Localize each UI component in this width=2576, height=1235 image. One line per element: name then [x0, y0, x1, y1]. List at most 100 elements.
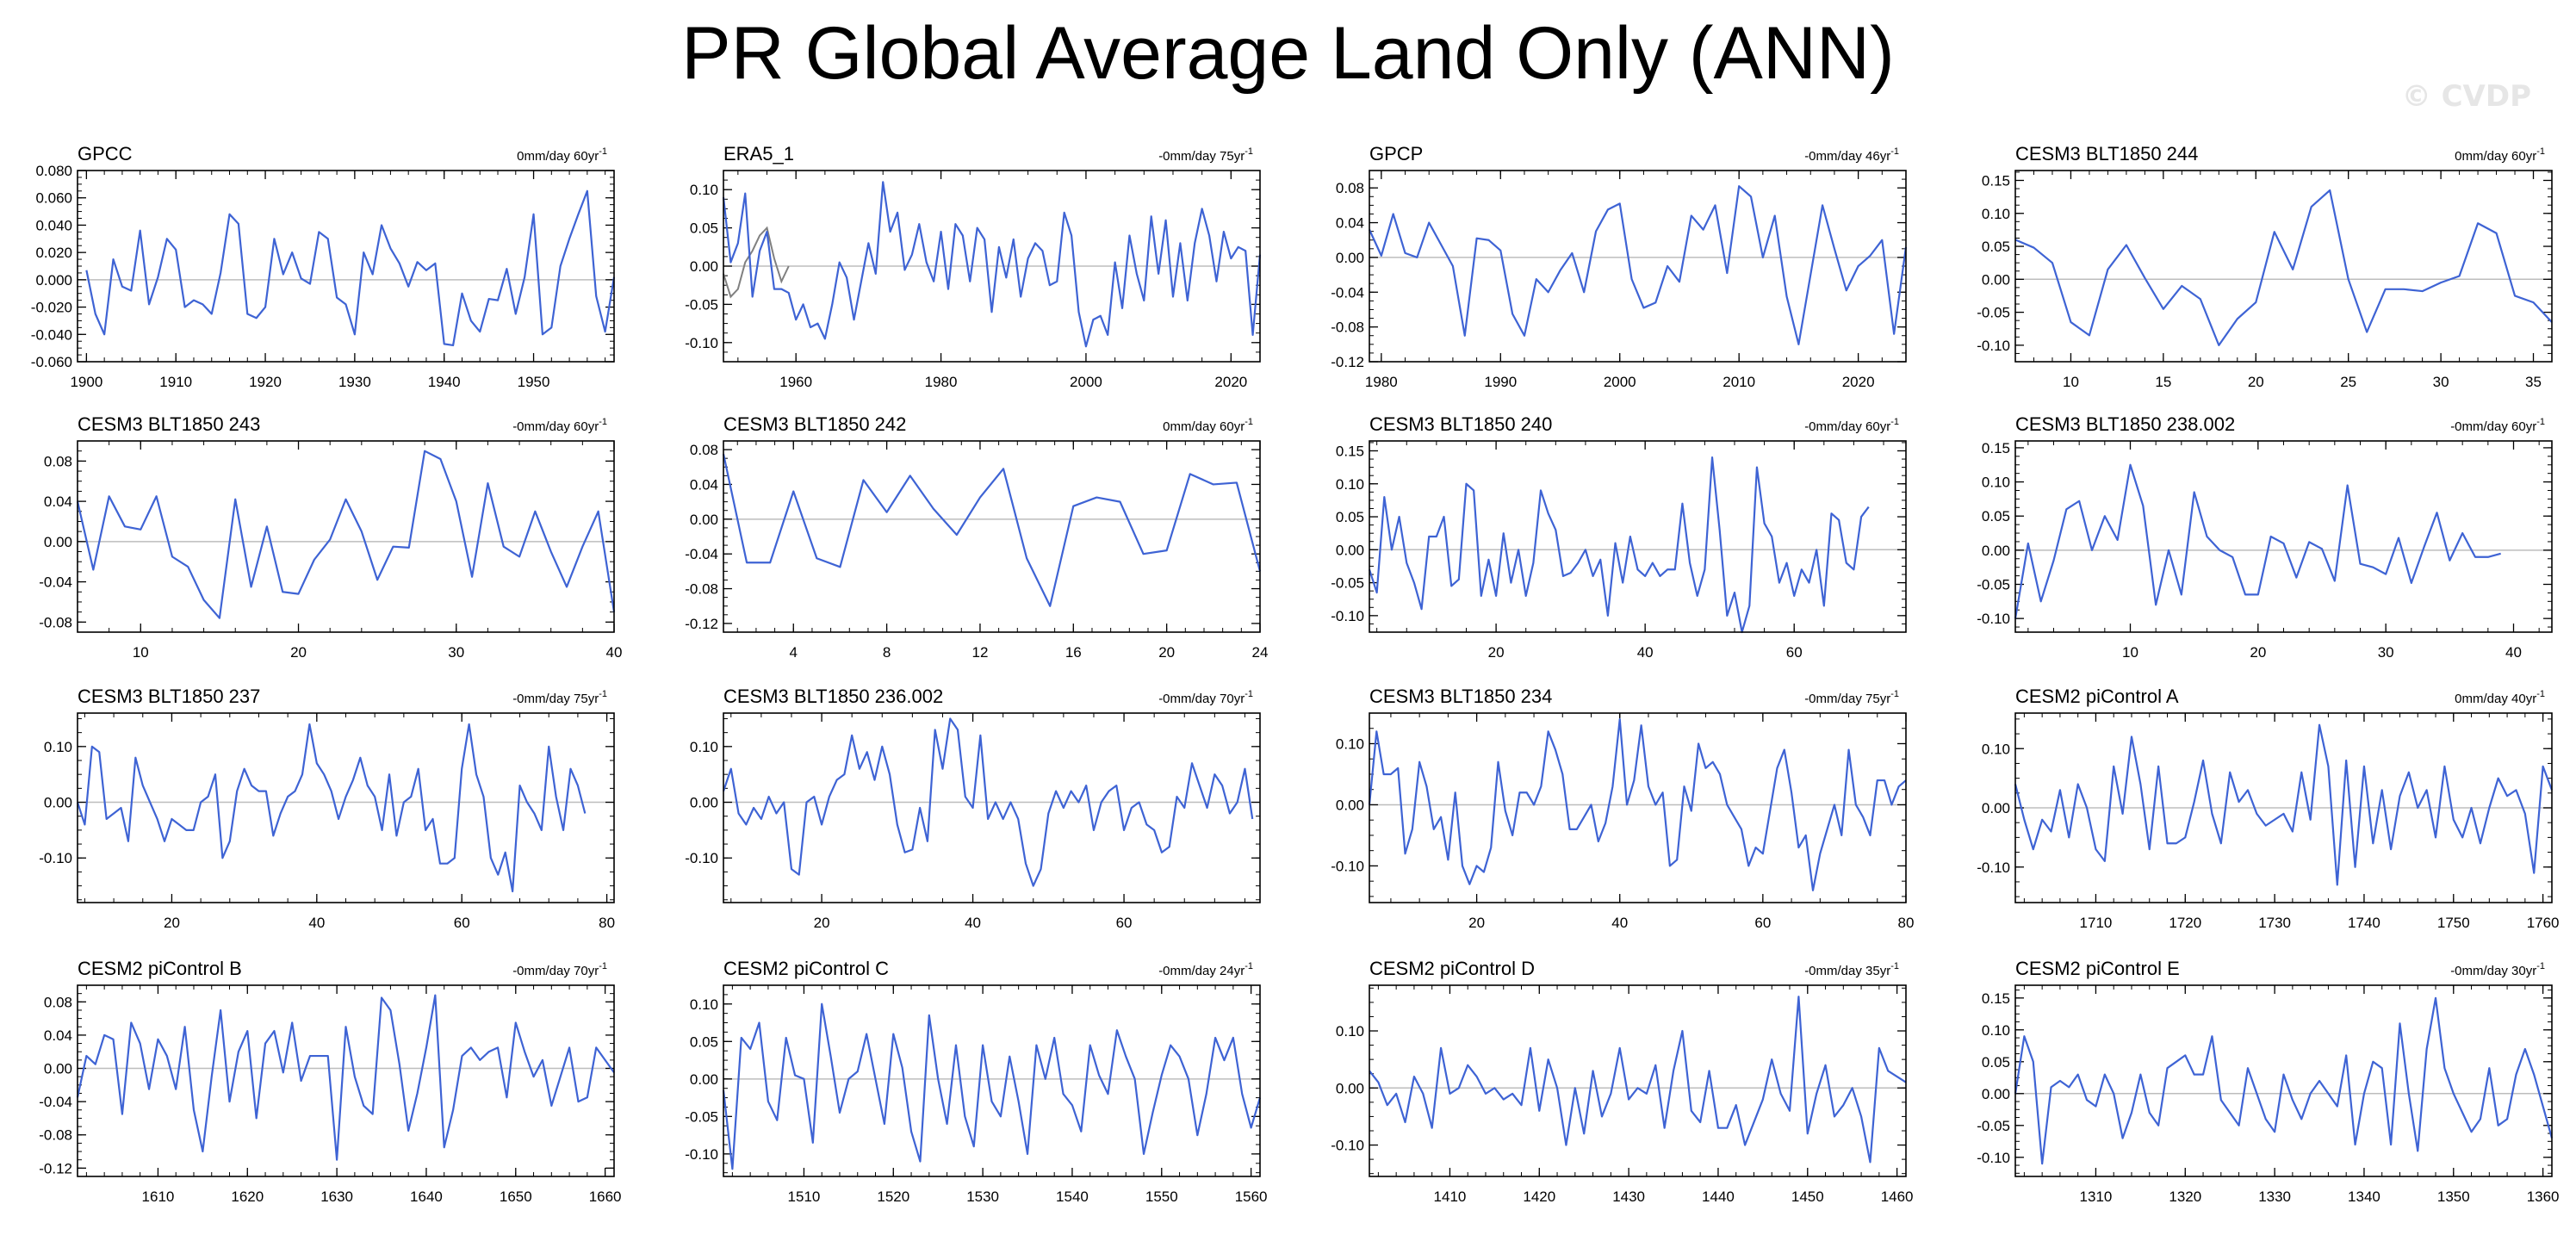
- y-tick-label: -0.060: [31, 354, 72, 370]
- x-tick-label: 1460: [1881, 1188, 1914, 1205]
- x-tick-label: 1620: [231, 1188, 264, 1205]
- trend-annotation: 0mm/day 60yr-1: [1163, 417, 1253, 434]
- x-tick-label: 30: [2378, 644, 2394, 661]
- x-tick-label: 8: [883, 644, 891, 661]
- y-tick-label: 0.080: [35, 163, 72, 179]
- panel-title: ERA5_1: [723, 143, 794, 164]
- trend-superscript: -1: [599, 146, 607, 157]
- x-tick-label: 1710: [2080, 915, 2113, 931]
- plot-frame: [77, 440, 615, 633]
- y-tick-label: 0.10: [1982, 1022, 2010, 1039]
- x-tick-label: 1540: [1056, 1188, 1089, 1205]
- trend-annotation: -0mm/day 75yr-1: [1158, 146, 1253, 164]
- trend-text: -0mm/day 70yr: [512, 964, 599, 978]
- y-tick-label: 0.00: [1982, 543, 2010, 559]
- trend-annotation: -0mm/day 60yr-1: [2450, 417, 2545, 434]
- y-tick-label: -0.08: [39, 1127, 72, 1144]
- panel-title: CESM3 BLT1850 234: [1369, 686, 1552, 707]
- x-tick-label: 10: [2063, 374, 2079, 390]
- x-tick-label: 40: [2505, 644, 2522, 661]
- trend-annotation: -0mm/day 35yr-1: [1804, 961, 1899, 978]
- trend-annotation: 0mm/day 60yr-1: [517, 146, 607, 164]
- chart-panel: CESM3 BLT1850 243 -0mm/day 60yr-1 -0.08 -0.…: [39, 413, 622, 661]
- x-tick-label: 15: [2155, 374, 2171, 390]
- chart-panel: CESM3 BLT1850 242 0mm/day 60yr-1 -0.12 -0.0…: [685, 413, 1268, 661]
- plot-frame: [723, 984, 1261, 1177]
- trend-annotation: -0mm/day 60yr-1: [512, 417, 607, 434]
- panel-title: CESM3 BLT1850 242: [723, 413, 906, 435]
- plot-frame: [723, 170, 1261, 363]
- y-tick-label: 0.05: [1982, 239, 2010, 255]
- trend-superscript: -1: [2536, 961, 2545, 971]
- y-tick-label: 0.08: [44, 994, 72, 1010]
- y-tick-label: 0.10: [1982, 206, 2010, 222]
- x-tick-label: 10: [133, 644, 149, 661]
- panel-title: GPCC: [78, 143, 133, 164]
- series-line: [722, 717, 1254, 887]
- series-line: [76, 723, 587, 893]
- plot-frame: [723, 712, 1261, 903]
- x-tick-label: 24: [1252, 644, 1269, 661]
- x-tick-label: 1560: [1235, 1188, 1268, 1205]
- y-tick-label: 0.15: [1982, 990, 2010, 1007]
- x-tick-label: 1410: [1434, 1188, 1467, 1205]
- y-tick-label: 0.08: [1336, 180, 1364, 196]
- x-tick-label: 20: [2250, 644, 2266, 661]
- plot-frame: [1369, 170, 1907, 363]
- panel-title: CESM3 BLT1850 243: [78, 413, 260, 435]
- y-tick-label: -0.10: [1977, 611, 2010, 627]
- x-tick-label: 1330: [2258, 1188, 2291, 1205]
- y-tick-label: -0.10: [1977, 1150, 2010, 1166]
- x-tick-label: 20: [1488, 644, 1505, 661]
- x-tick-label: 1630: [320, 1188, 353, 1205]
- x-tick-label: 60: [1116, 915, 1133, 931]
- y-tick-label: -0.04: [39, 1094, 72, 1110]
- trend-text: -0mm/day 60yr: [1804, 419, 1890, 434]
- trend-superscript: -1: [1890, 146, 1899, 157]
- trend-annotation: 0mm/day 60yr-1: [2455, 146, 2545, 164]
- chart-panel: CESM2 piControl C -0mm/day 24yr-1 -0.10 -0.…: [685, 958, 1267, 1205]
- x-tick-label: 1310: [2080, 1188, 2113, 1205]
- y-tick-label: 0.00: [1982, 271, 2010, 288]
- chart-panel: GPCC 0mm/day 60yr-1 -0.060 -0.040 -0.020 0.00…: [31, 143, 616, 390]
- chart-panel: CESM3 BLT1850 237 -0mm/day 75yr-1 -0.10 0.0…: [39, 686, 615, 931]
- y-tick-label: 0.00: [44, 534, 72, 550]
- y-tick-label: 0.00: [1336, 1080, 1364, 1096]
- x-tick-label: 20: [814, 915, 830, 931]
- trend-annotation: -0mm/day 70yr-1: [1158, 689, 1253, 706]
- y-tick-label: -0.05: [1977, 1118, 2010, 1134]
- series-line: [2014, 996, 2554, 1165]
- x-tick-label: 2010: [1723, 374, 1755, 390]
- trend-text: -0mm/day 30yr: [2450, 964, 2536, 978]
- trend-superscript: -1: [2536, 146, 2545, 157]
- y-tick-label: -0.05: [1977, 577, 2010, 593]
- x-tick-label: 40: [1637, 644, 1654, 661]
- y-tick-label: 0.00: [1982, 800, 2010, 816]
- y-tick-label: -0.05: [685, 296, 718, 313]
- trend-superscript: -1: [1245, 146, 1253, 157]
- series-line: [722, 181, 1262, 348]
- plot-frame: [2014, 984, 2553, 1177]
- series-line: [85, 189, 616, 347]
- y-tick-label: -0.020: [31, 300, 72, 316]
- trend-annotation: -0mm/day 75yr-1: [1804, 689, 1899, 706]
- x-tick-label: 1650: [500, 1188, 532, 1205]
- y-tick-label: -0.10: [685, 1146, 718, 1163]
- x-tick-label: 1430: [1612, 1188, 1645, 1205]
- trend-text: 0mm/day 60yr: [517, 149, 599, 164]
- series-line: [2014, 463, 2501, 619]
- plot-frame: [2014, 712, 2553, 903]
- y-tick-label: -0.040: [31, 326, 72, 343]
- x-tick-label: 2000: [1070, 374, 1102, 390]
- chart-panel: CESM3 BLT1850 236.002 -0mm/day 70yr-1 -0.1…: [685, 686, 1261, 931]
- x-tick-label: 2000: [1604, 374, 1636, 390]
- y-tick-label: 0.15: [1982, 172, 2010, 189]
- plot-frame: [723, 440, 1261, 633]
- y-tick-label: 0.05: [1982, 1054, 2010, 1071]
- x-tick-label: 1510: [788, 1188, 821, 1205]
- series-line: [722, 1002, 1262, 1170]
- x-tick-label: 60: [1754, 915, 1771, 931]
- y-tick-label: -0.04: [39, 574, 72, 591]
- trend-superscript: -1: [2536, 689, 2545, 699]
- trend-superscript: -1: [1890, 689, 1899, 699]
